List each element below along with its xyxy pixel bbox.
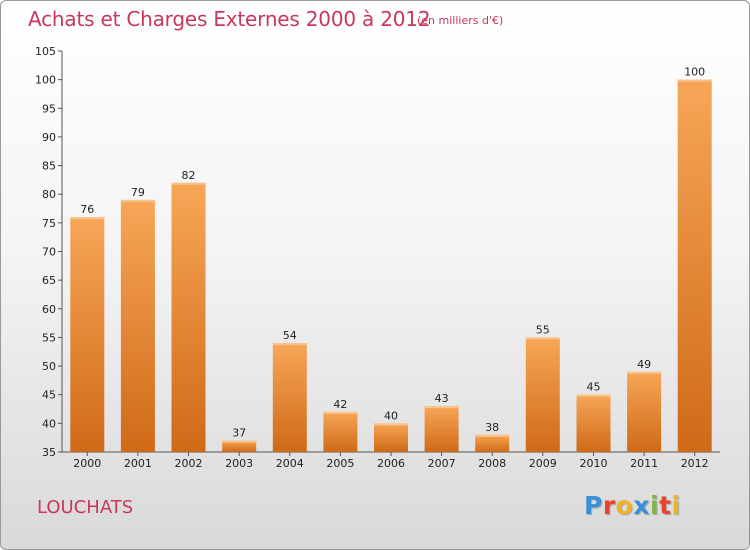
y-tick-label: 65: [42, 274, 56, 287]
bar-2011: [627, 371, 662, 452]
y-tick-label: 100: [35, 74, 56, 87]
bar-highlight: [171, 182, 206, 185]
y-tick-label: 70: [42, 246, 56, 259]
bar-2006: [374, 423, 408, 452]
data-label: 79: [131, 186, 145, 199]
logo-letter: x: [633, 491, 650, 520]
bar-highlight: [374, 423, 408, 426]
x-tick-label: 2006: [377, 457, 405, 470]
y-tick-label: 60: [42, 303, 56, 316]
y-tick-label: 80: [42, 188, 56, 201]
data-labels: 76 79 82 37 54 42 40 43 38 55 45 49 100: [80, 66, 705, 440]
logo-letter: o: [615, 491, 634, 520]
x-tick-label: 2000: [73, 457, 101, 470]
bar-highlight: [222, 440, 257, 443]
x-tick-label: 2003: [225, 457, 253, 470]
y-tick-label: 75: [42, 217, 56, 230]
y-tick-label: 90: [42, 131, 56, 144]
x-tick-label: 2009: [529, 457, 557, 470]
logo-letter: P: [584, 491, 603, 520]
y-tick-label: 85: [42, 160, 56, 173]
bar-highlight: [323, 411, 358, 414]
bar-2005: [323, 411, 358, 452]
bar-highlight: [424, 406, 459, 409]
bar-2002: [171, 182, 206, 453]
data-label: 100: [684, 66, 705, 79]
x-tick-label: 2008: [478, 457, 506, 470]
bar-2008: [475, 434, 510, 452]
y-tick-label: 45: [42, 389, 56, 402]
y-axis: 35 40 45 50 55 60 65 70 75 80 85 90 95 100 105: [35, 45, 63, 459]
data-label: 45: [587, 381, 601, 394]
logo-letter: i: [650, 491, 660, 520]
bar-2009: [525, 337, 560, 452]
x-tick-label: 2007: [428, 457, 456, 470]
y-tick-label: 105: [35, 45, 56, 58]
bar-2012: [677, 79, 712, 452]
town-name: LOUCHATS: [37, 497, 134, 518]
data-label: 55: [536, 323, 550, 336]
bar-highlight: [627, 371, 662, 374]
y-tick-label: 35: [42, 446, 56, 459]
logo-letter: t: [659, 491, 672, 520]
x-tick-label: 2001: [124, 457, 152, 470]
bar-highlight: [70, 217, 105, 220]
y-tick-label: 40: [42, 417, 56, 430]
bar-2010: [576, 394, 611, 452]
x-tick-label: 2002: [175, 457, 203, 470]
data-label: 43: [435, 392, 449, 405]
data-label: 38: [485, 421, 499, 434]
y-tick-label: 50: [42, 360, 56, 373]
bar-highlight: [576, 394, 611, 397]
bar-highlight: [272, 343, 307, 346]
data-label: 82: [182, 169, 196, 182]
data-label: 37: [232, 427, 246, 440]
logo-letter: i: [671, 491, 681, 520]
x-tick-label: 2010: [580, 457, 608, 470]
data-label: 42: [333, 398, 347, 411]
data-label: 49: [637, 358, 651, 371]
chart-title: Achats et Charges Externes 2000 à 2012: [28, 7, 431, 31]
bar-highlight: [475, 434, 510, 437]
y-tick-label: 95: [42, 102, 56, 115]
bar-highlight: [677, 79, 712, 82]
x-tick-label: 2011: [630, 457, 658, 470]
bars: [70, 79, 712, 453]
data-label: 76: [80, 203, 94, 216]
y-tick-label: 55: [42, 331, 56, 344]
bar-2004: [272, 343, 307, 452]
bar-highlight: [525, 337, 560, 340]
bar-2007: [424, 406, 459, 452]
bar-2000: [70, 217, 105, 452]
bar-highlight: [120, 199, 155, 202]
proxiti-logo[interactable]: Proxiti: [584, 491, 681, 520]
x-axis: 2000 2001 2002 2003 2004 2005 2006 2007 2008 2009…: [62, 451, 720, 470]
data-label: 54: [283, 329, 297, 342]
logo-letter: r: [602, 491, 616, 520]
x-tick-label: 2005: [326, 457, 354, 470]
x-tick-label: 2004: [276, 457, 304, 470]
bar-2003: [222, 440, 257, 452]
x-tick-label: 2012: [681, 457, 709, 470]
data-label: 40: [384, 409, 398, 422]
bar-2001: [120, 199, 155, 452]
chart-subtitle: (en milliers d'€): [417, 14, 504, 27]
